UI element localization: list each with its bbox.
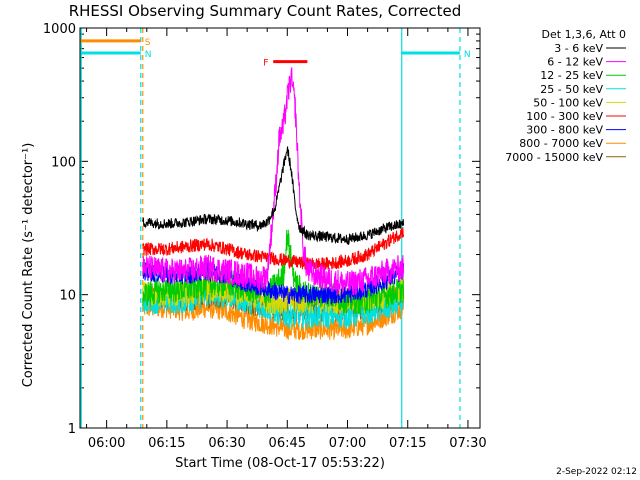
x-tick-label: 06:30	[208, 436, 245, 451]
y-tick-label: 1	[68, 422, 76, 437]
flag-label: F	[263, 59, 268, 69]
x-axis-label: Start Time (08-Oct-17 05:53:22)	[175, 456, 385, 471]
legend-label: 3 - 6 keV	[554, 42, 603, 55]
legend-label: 50 - 100 keV	[533, 96, 603, 109]
y-tick-label: 100	[51, 155, 76, 170]
plot-frame	[79, 27, 481, 429]
legend-label: 800 - 7000 keV	[519, 137, 603, 150]
chart-title: RHESSI Observing Summary Count Rates, Co…	[69, 2, 462, 20]
x-tick-label: 06:00	[88, 436, 125, 451]
flag-label: S	[145, 38, 151, 48]
series-line	[142, 146, 405, 245]
legend-label: 25 - 50 keV	[540, 83, 603, 96]
x-tick-label: 06:45	[269, 436, 306, 451]
legend-label: 7000 - 15000 keV	[505, 151, 603, 164]
y-axis-label: Corrected Count Rate (s⁻¹ detector⁻¹)	[21, 143, 36, 388]
legend-label: 300 - 800 keV	[526, 124, 603, 137]
x-tick-label: 07:00	[329, 436, 366, 451]
footer-timestamp: 2-Sep-2022 02:12	[556, 467, 637, 477]
legend-label: 100 - 300 keV	[526, 110, 603, 123]
x-tick-label: 07:15	[389, 436, 426, 451]
series-line	[142, 227, 405, 271]
legend-label: 6 - 12 keV	[547, 56, 603, 69]
x-tick-label: 06:15	[148, 436, 185, 451]
y-tick-label: 1000	[43, 22, 76, 37]
series-line	[142, 229, 405, 315]
series-line	[142, 296, 405, 340]
legend-title: Det 1,3,6, Att 0	[542, 28, 626, 41]
legend-label: 12 - 25 keV	[540, 69, 603, 82]
flag-label: N	[464, 50, 471, 60]
plot-area: 1 10 100 1000 06:00 06:15 06:30 06:45 07:00 07:15…	[43, 22, 487, 451]
flag-label: N	[145, 50, 152, 60]
y-tick-label: 10	[59, 289, 76, 304]
x-tick-label: 07:30	[449, 436, 486, 451]
